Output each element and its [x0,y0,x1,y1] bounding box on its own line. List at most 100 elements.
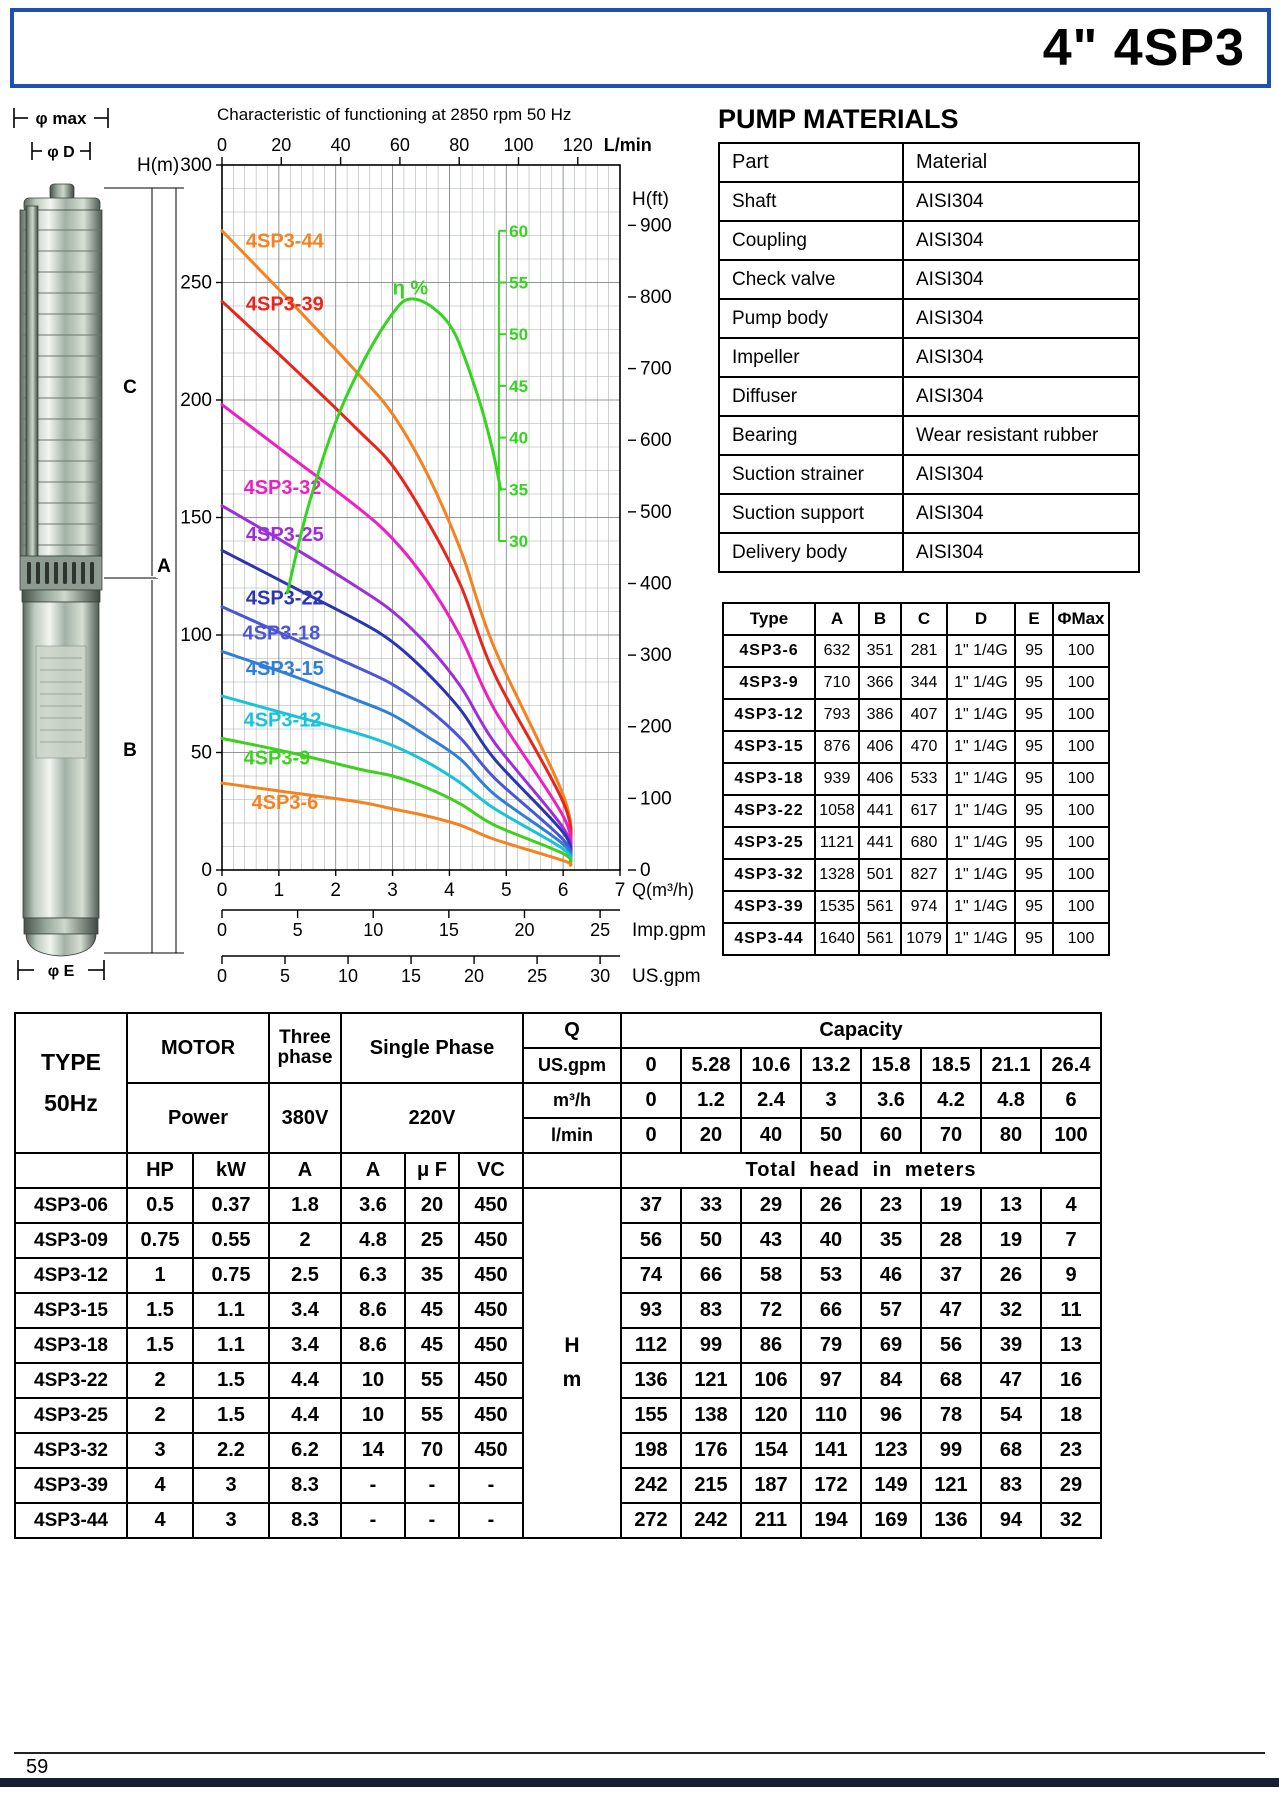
material-part: Suction strainer [718,454,904,495]
svg-text:25: 25 [590,920,610,940]
vc-value: 450 [458,1397,524,1434]
dim-value: 406 [858,730,902,764]
svg-text:15: 15 [401,966,421,986]
head-value: 83 [980,1467,1042,1504]
pump-type: 4SP3-39 [722,890,816,924]
hp-value: 0.75 [126,1222,194,1259]
materials-row: Suction support AISI304 [718,493,1140,534]
perf-header-380v: 380V [268,1082,342,1154]
material-name: AISI304 [902,337,1140,378]
head-value: 37 [920,1257,982,1294]
dim-value: 1" 1/4G [946,890,1016,924]
dim-value: 1" 1/4G [946,762,1016,796]
svg-text:Imp.gpm: Imp.gpm [632,920,706,941]
dims-row: 4SP3-44 1640 561 1079 1" 1/4G 95 100 [722,922,1110,956]
head-value: 154 [740,1432,802,1469]
svg-text:250: 250 [180,273,212,294]
phi-max-dimension [13,108,109,128]
perf-header-type: TYPE 50Hz [14,1012,128,1154]
a220-value: - [340,1467,406,1504]
a220-value: - [340,1502,406,1539]
perf-header-uf: μ F [404,1152,460,1189]
vc-value: 450 [458,1222,524,1259]
a220-value: 14 [340,1432,406,1469]
materials-row: Shaft AISI304 [718,181,1140,222]
head-value: 32 [1040,1502,1102,1539]
dim-value: 100 [1052,730,1110,764]
head-value: 96 [860,1397,922,1434]
head-value: 121 [920,1467,982,1504]
a220-value: 10 [340,1397,406,1434]
phi-d-label: φ D [47,144,74,161]
dim-value: 876 [814,730,860,764]
svg-text:2: 2 [330,880,341,901]
pump-type: 4SP3-15 [14,1292,128,1329]
svg-text:40: 40 [331,135,351,155]
capacity-value: 20 [680,1117,742,1154]
hp-value: 0.5 [126,1187,194,1224]
curve-4SP3-12 [220,694,573,866]
head-value: 123 [860,1432,922,1469]
perf-empty-cell [14,1152,128,1189]
dims-col-3: C [900,602,948,636]
perf-header-amp1: A [340,1152,406,1189]
perf-header-hp: HP [126,1152,194,1189]
capacity-value: 10.6 [740,1047,802,1084]
material-name: AISI304 [902,259,1140,300]
curve-label-4SP3-9: 4SP3-9 [244,747,311,769]
type-label: TYPE [40,1049,102,1075]
svg-text:60: 60 [509,222,528,241]
dims-row: 4SP3-12 793 386 407 1" 1/4G 95 100 [722,698,1110,732]
pump-type: 4SP3-18 [722,762,816,796]
capacity-value: 3 [800,1082,862,1119]
perf-row: 4SP3-09 0.75 0.55 2 4.8 25 450 56 50 43 40 35 28 19 7 [14,1222,1102,1259]
svg-text:7: 7 [615,880,626,901]
head-value: 99 [920,1432,982,1469]
dim-value: 710 [814,666,860,700]
pump-illustration: φ max φ D [13,108,184,980]
dim-value: 1" 1/4G [946,666,1016,700]
material-name: AISI304 [902,181,1140,222]
head-unit-label: H m [522,1187,622,1539]
capacity-value: 5.28 [680,1047,742,1084]
dim-value: 470 [900,730,948,764]
dim-value: 407 [900,698,948,732]
dims-row: 4SP3-22 1058 441 617 1" 1/4G 95 100 [722,794,1110,828]
dim-value: 95 [1014,858,1054,892]
svg-text:400: 400 [640,573,672,594]
dim-value: 100 [1052,922,1110,956]
kw-value: 3 [192,1502,270,1539]
perf-row: 4SP3-12 1 0.75 2.5 6.3 35 450 74 66 58 53 46 37 26 9 [14,1257,1102,1294]
head-value: 242 [680,1502,742,1539]
head-value: 272 [620,1502,682,1539]
dim-value: 827 [900,858,948,892]
uf-value: 45 [404,1327,460,1364]
axis-top-lmin: 0 20 40 60 80 100 120 L/min [217,135,652,165]
svg-text:20: 20 [271,135,291,155]
head-value: 93 [620,1292,682,1329]
svg-text:H(ft): H(ft) [632,189,669,210]
curve-4SP3-25 [220,504,573,859]
head-value: 37 [620,1187,682,1224]
material-part: Suction support [718,493,904,534]
page-number: 59 [26,1756,49,1778]
materials-row: Coupling AISI304 [718,220,1140,261]
dim-value: 501 [858,858,902,892]
pump-type: 4SP3-18 [14,1327,128,1364]
footer-rule [14,1752,1265,1754]
materials-row: Delivery body AISI304 [718,532,1140,573]
a220-value: 4.8 [340,1222,406,1259]
svg-text:60: 60 [390,135,410,155]
svg-text:3: 3 [387,880,398,901]
head-value: 66 [800,1292,862,1329]
dims-row: 4SP3-6 632 351 281 1" 1/4G 95 100 [722,634,1110,668]
a380-value: 3.4 [268,1292,342,1329]
capacity-value: 13.2 [800,1047,862,1084]
dims-col-2: B [858,602,902,636]
efficiency-label: η % [393,277,429,299]
dim-value: 1" 1/4G [946,698,1016,732]
hp-value: 2 [126,1362,194,1399]
capacity-value: 6 [1040,1082,1102,1119]
uf-value: 70 [404,1432,460,1469]
material-part: Pump body [718,298,904,339]
